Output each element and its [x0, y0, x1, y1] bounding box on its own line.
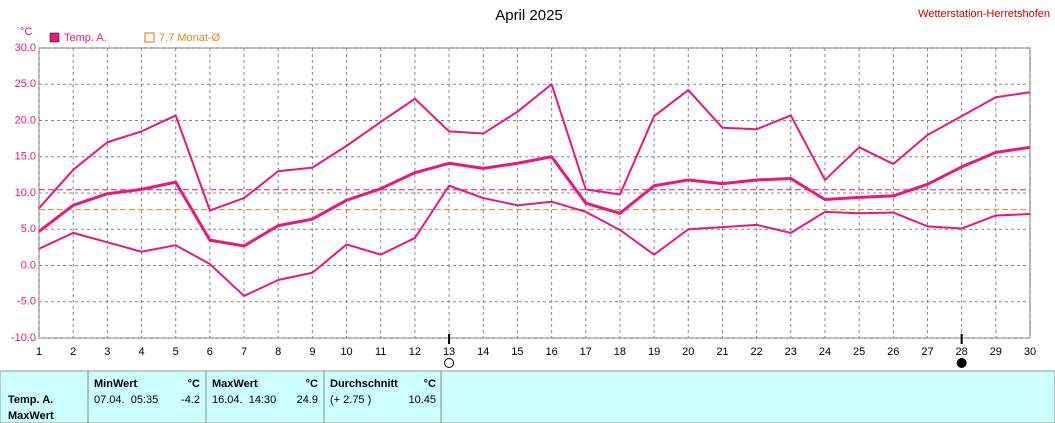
legend-swatch — [144, 32, 155, 43]
chart-title: April 2025 — [495, 7, 563, 24]
column-header: MaxWert — [212, 378, 258, 390]
x-tick-label: 21 — [716, 346, 728, 358]
row-label: Temp. A. — [8, 394, 53, 406]
y-tick-label: 15.0 — [15, 151, 36, 163]
x-tick-label: 10 — [340, 346, 352, 358]
cell-time: 07.04. 05:35 — [94, 394, 158, 406]
x-tick-label: 3 — [104, 346, 110, 358]
y-tick-label: 20.0 — [15, 114, 36, 126]
series-line — [38, 184, 1031, 297]
x-tick-label: 30 — [1024, 346, 1036, 358]
series-line — [38, 145, 1031, 248]
x-tick-label: 24 — [819, 346, 831, 358]
row-label: MaxWert — [8, 410, 54, 422]
x-tick-label: 20 — [682, 346, 694, 358]
cell-value: 24.9 — [297, 394, 318, 406]
legend-swatch — [49, 32, 60, 43]
cell-value: 10.45 — [408, 394, 436, 406]
x-tick-label: 22 — [750, 346, 762, 358]
y-tick-label: 30.0 — [15, 42, 36, 54]
y-tick-label: -5.0 — [17, 296, 36, 308]
x-tick-label: 2 — [70, 346, 76, 358]
x-tick-label: 7 — [241, 346, 247, 358]
series-line — [38, 83, 1031, 212]
x-tick-label: 8 — [275, 346, 281, 358]
column-unit: °C — [306, 378, 318, 390]
x-tick-label: 27 — [921, 346, 933, 358]
column-header: Durchschnitt — [330, 378, 398, 390]
x-tick-label: 25 — [853, 346, 865, 358]
station-name: Wetterstation-Herretshofen — [918, 8, 1050, 20]
legend-label: 7.7 Monat-Ø — [159, 32, 221, 44]
x-tick-label: 15 — [511, 346, 523, 358]
x-tick-label: 11 — [375, 346, 386, 358]
moon-marker — [444, 358, 455, 368]
x-tick-label: 4 — [138, 346, 144, 358]
y-tick-label: 5.0 — [21, 223, 36, 235]
x-tick-label: 6 — [207, 346, 213, 358]
y-tick-label: 0.0 — [21, 259, 36, 271]
cell-time: (+ 2.75 ) — [330, 394, 371, 406]
column-unit: °C — [424, 378, 436, 390]
column-header: MinWert — [94, 378, 138, 390]
x-tick-label: 23 — [785, 346, 797, 358]
x-tick-label: 19 — [648, 346, 660, 358]
column-unit: °C — [188, 378, 200, 390]
x-tick-label: 18 — [614, 346, 626, 358]
x-tick-label: 12 — [409, 346, 421, 358]
cell-time: 16.04. 14:30 — [212, 394, 276, 406]
x-tick-label: 29 — [990, 346, 1002, 358]
y-tick-label: 10.0 — [15, 187, 36, 199]
x-tick-label: 17 — [580, 346, 592, 358]
legend-label: Temp. A. — [64, 32, 107, 44]
x-tick-label: 1 — [36, 346, 42, 358]
y-tick-label: -10.0 — [11, 332, 36, 344]
moon-marker — [956, 358, 967, 368]
x-tick-label: 28 — [956, 346, 968, 358]
stats-panel — [0, 370, 1055, 423]
x-tick-label: 26 — [887, 346, 899, 358]
x-tick-label: 13 — [443, 346, 455, 358]
x-tick-label: 14 — [477, 346, 489, 358]
x-tick-label: 5 — [173, 346, 179, 358]
y-unit: °C — [20, 26, 32, 38]
x-tick-label: 16 — [545, 346, 557, 358]
y-tick-label: 25.0 — [15, 78, 36, 90]
x-tick-label: 9 — [309, 346, 315, 358]
cell-value: -4.2 — [181, 394, 200, 406]
